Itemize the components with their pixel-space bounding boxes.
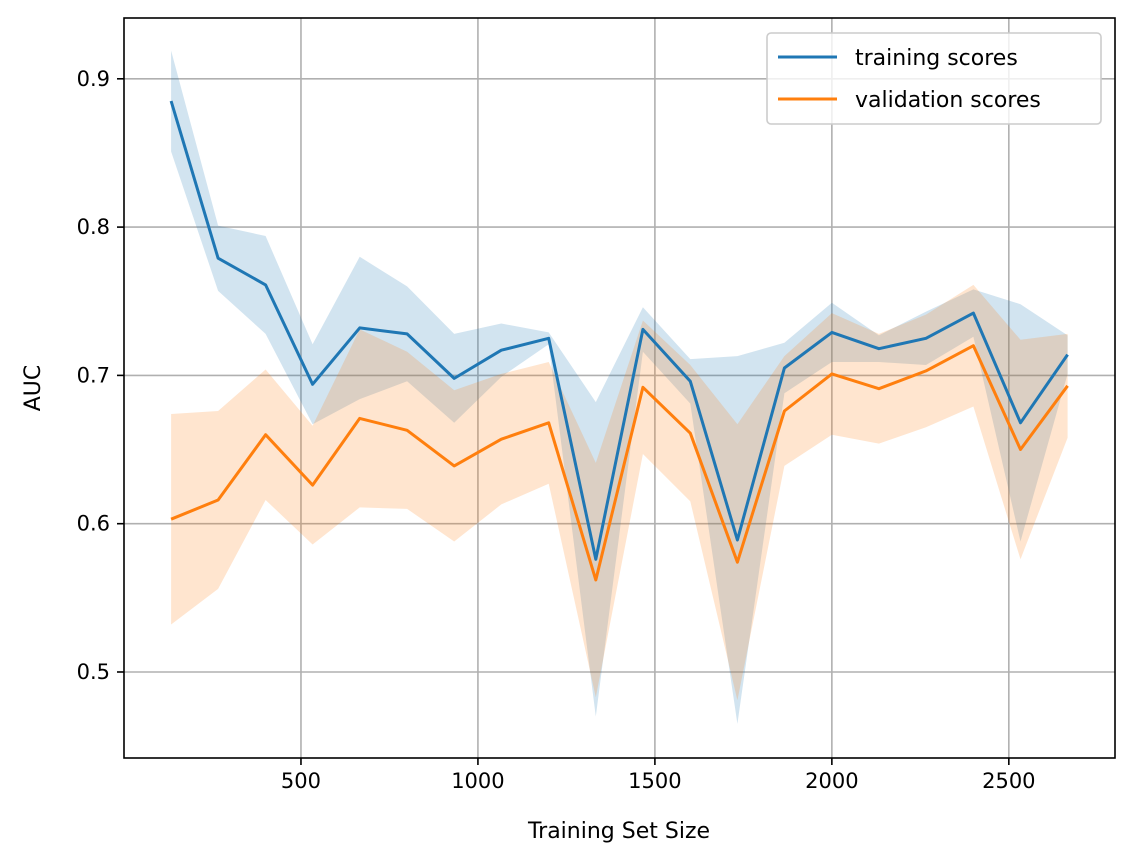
y-tick-label: 0.5 [77, 660, 110, 684]
y-axis-ticks: 0.5 0.6 0.7 0.8 0.9 [77, 67, 124, 684]
confidence-band [171, 50, 1068, 724]
x-tick-label: 2500 [982, 769, 1035, 793]
x-axis-label: Training Set Size [527, 819, 710, 844]
legend: training scores validation scores [766, 32, 1102, 125]
y-axis-label: AUC [21, 365, 46, 412]
series-line [169, 100, 1069, 561]
x-tick-label: 1000 [451, 769, 504, 793]
x-tick-label: 2000 [805, 769, 858, 793]
x-axis-ticks: 500 1000 1500 2000 2500 [281, 758, 1036, 793]
x-tick-label: 1500 [628, 769, 681, 793]
x-tick-label: 500 [281, 769, 321, 793]
y-tick-label: 0.7 [77, 363, 110, 387]
series-lines [169, 100, 1069, 582]
confidence-band [171, 284, 1068, 701]
legend-label: validation scores [855, 88, 1041, 113]
legend-box [766, 32, 1102, 125]
y-tick-label: 0.9 [77, 67, 110, 91]
plot-area-frame [123, 17, 1116, 759]
y-tick-label: 0.6 [77, 512, 110, 536]
series-line [170, 344, 1069, 582]
legend-label: training scores [855, 46, 1018, 71]
y-tick-label: 0.8 [77, 215, 110, 239]
confidence-bands [171, 50, 1068, 724]
